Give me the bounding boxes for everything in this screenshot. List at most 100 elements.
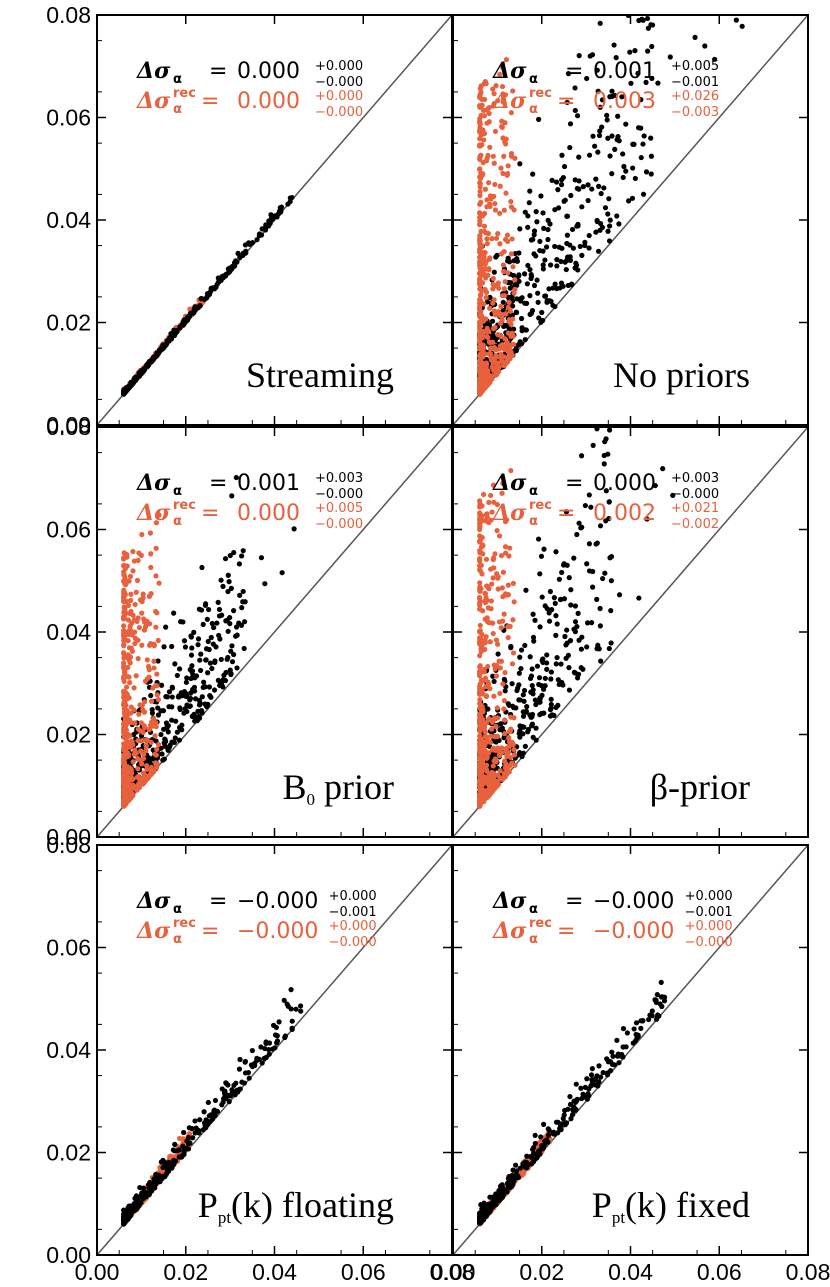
black-point	[222, 1093, 228, 1099]
red-point	[477, 713, 483, 719]
black-point	[226, 579, 232, 585]
annotation: Δσ α = 0.000 +0.003−0.000	[492, 470, 719, 502]
red-point	[501, 207, 507, 213]
black-point	[507, 285, 513, 291]
black-point	[249, 1063, 256, 1070]
black-point	[575, 610, 581, 616]
black-point	[548, 696, 554, 702]
black-point	[227, 1093, 234, 1099]
red-point	[478, 272, 484, 278]
black-point	[603, 436, 609, 442]
black-point	[182, 1146, 188, 1152]
red-point	[141, 751, 147, 758]
black-point	[566, 575, 572, 581]
alpha-subscript: α	[173, 72, 182, 87]
black-point	[603, 488, 609, 494]
black-point	[574, 185, 580, 192]
black-point	[552, 243, 558, 250]
black-point	[284, 1001, 290, 1007]
red-point	[125, 617, 132, 623]
red-point	[493, 355, 499, 361]
black-point	[249, 1047, 255, 1054]
black-point	[552, 281, 558, 287]
black-point	[274, 214, 280, 220]
red-point	[492, 207, 499, 213]
black-point	[516, 250, 522, 256]
red-point	[477, 119, 483, 125]
red-point	[502, 279, 508, 285]
black-point	[220, 583, 226, 589]
red-point	[480, 640, 486, 646]
red-point	[482, 369, 488, 375]
black-point	[233, 624, 240, 630]
red-point	[508, 351, 514, 357]
black-point	[184, 675, 190, 681]
black-point	[620, 174, 626, 181]
black-point	[205, 638, 211, 645]
red-point	[153, 720, 159, 726]
black-point	[207, 660, 213, 666]
black-point	[169, 739, 175, 745]
red-point	[123, 751, 129, 757]
black-point	[199, 694, 205, 700]
black-point	[185, 1140, 191, 1147]
red-point	[127, 597, 134, 604]
black-point	[540, 262, 546, 268]
red-point	[124, 766, 130, 772]
black-point	[191, 306, 198, 312]
black-point	[551, 595, 557, 601]
black-point	[654, 992, 660, 998]
red-point	[121, 572, 127, 578]
black-point	[564, 213, 570, 219]
black-point	[561, 1112, 567, 1118]
red-point	[490, 275, 496, 282]
black-point	[585, 182, 591, 188]
black-point	[256, 1056, 262, 1062]
black-point	[239, 553, 245, 559]
red-point	[121, 623, 127, 629]
black-point	[607, 217, 613, 223]
alpha-subscript: α	[529, 72, 538, 87]
red-point	[477, 602, 483, 608]
red-point	[488, 492, 494, 499]
red-point	[498, 303, 504, 309]
black-point	[517, 161, 523, 167]
red-point	[153, 608, 159, 615]
red-point	[477, 364, 483, 370]
red-point	[128, 608, 134, 615]
black-point	[551, 712, 557, 718]
black-point	[554, 263, 560, 269]
black-point	[258, 1044, 264, 1050]
black-point	[593, 229, 599, 235]
delta-sigma-symbol: Δσ	[136, 88, 171, 114]
black-point	[209, 620, 215, 627]
black-point	[572, 603, 579, 609]
black-point	[236, 620, 242, 626]
black-point	[606, 515, 612, 522]
red-point	[129, 770, 135, 776]
black-point	[174, 672, 180, 679]
black-point	[229, 1087, 235, 1093]
black-point	[513, 347, 519, 354]
red-point	[148, 551, 154, 557]
minus-error: −0.000	[329, 935, 377, 950]
points-3	[121, 474, 297, 809]
red-point	[143, 743, 149, 749]
black-point	[149, 706, 155, 713]
black-point	[521, 687, 528, 694]
black-point	[181, 638, 188, 644]
black-point	[183, 679, 190, 685]
black-point	[621, 163, 627, 170]
black-point	[648, 153, 655, 159]
black-point	[540, 248, 546, 254]
black-point	[590, 568, 596, 575]
red-point	[490, 630, 496, 637]
black-point	[194, 718, 200, 724]
black-point	[648, 171, 654, 177]
black-point	[565, 652, 571, 658]
black-point	[166, 1160, 172, 1166]
red-point	[477, 314, 483, 320]
black-point	[220, 684, 226, 690]
red-point	[487, 201, 493, 207]
black-point	[147, 359, 153, 365]
